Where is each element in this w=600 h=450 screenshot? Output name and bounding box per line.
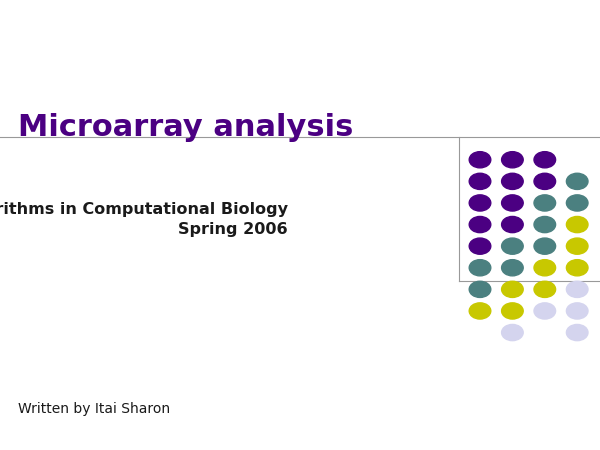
Circle shape: [566, 303, 588, 319]
Circle shape: [502, 152, 523, 168]
Circle shape: [469, 195, 491, 211]
Circle shape: [502, 260, 523, 276]
Circle shape: [469, 303, 491, 319]
Circle shape: [534, 303, 556, 319]
Text: Spring 2006: Spring 2006: [178, 222, 288, 237]
Circle shape: [566, 260, 588, 276]
Circle shape: [469, 281, 491, 297]
Circle shape: [502, 173, 523, 189]
Circle shape: [502, 238, 523, 254]
Circle shape: [534, 216, 556, 233]
Circle shape: [469, 216, 491, 233]
Circle shape: [566, 281, 588, 297]
Circle shape: [534, 152, 556, 168]
Circle shape: [502, 195, 523, 211]
Text: Algorithms in Computational Biology: Algorithms in Computational Biology: [0, 202, 288, 217]
Circle shape: [534, 238, 556, 254]
Text: Microarray analysis: Microarray analysis: [18, 113, 353, 142]
Text: Written by Itai Sharon: Written by Itai Sharon: [18, 402, 170, 417]
Circle shape: [534, 173, 556, 189]
Circle shape: [566, 195, 588, 211]
Circle shape: [502, 303, 523, 319]
Circle shape: [566, 324, 588, 341]
Circle shape: [469, 260, 491, 276]
Circle shape: [534, 260, 556, 276]
Circle shape: [502, 216, 523, 233]
Circle shape: [534, 195, 556, 211]
Circle shape: [566, 173, 588, 189]
Circle shape: [469, 173, 491, 189]
Circle shape: [534, 281, 556, 297]
Circle shape: [566, 238, 588, 254]
Circle shape: [469, 152, 491, 168]
Circle shape: [566, 216, 588, 233]
Circle shape: [502, 281, 523, 297]
Circle shape: [469, 238, 491, 254]
Circle shape: [502, 324, 523, 341]
